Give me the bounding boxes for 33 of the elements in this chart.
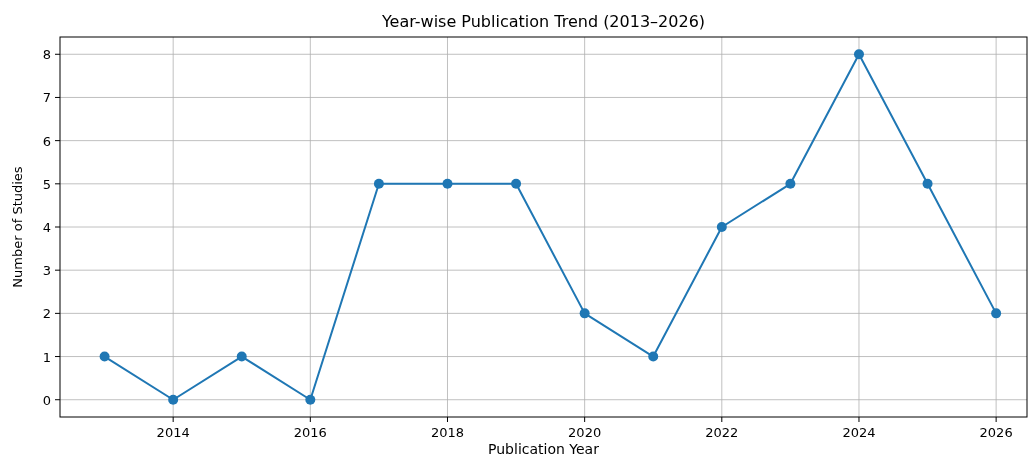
point [373, 178, 384, 189]
y-axis-title: Number of Studies [10, 166, 25, 288]
y-tick-label: 8 [42, 47, 51, 63]
y-tick-label: 4 [42, 220, 51, 235]
y-tick-label: 6 [42, 133, 51, 149]
point [236, 351, 247, 362]
point [168, 394, 179, 405]
point [922, 178, 933, 189]
y-tick-label: 7 [42, 90, 51, 106]
point [305, 394, 316, 405]
x-tick-label: 2022 [705, 425, 739, 440]
y-tick-label: 5 [42, 176, 51, 192]
x-tick-label: 2024 [842, 425, 876, 440]
chart-title: Year-wise Publication Trend (2013–2026) [380, 12, 706, 31]
point [785, 178, 796, 189]
point [648, 351, 659, 362]
x-tick-label: 2014 [156, 425, 190, 440]
y-tick-label: 0 [42, 392, 51, 408]
point [579, 308, 590, 319]
x-tick-label: 2020 [568, 425, 602, 440]
y-tick-label: 3 [42, 263, 51, 279]
x-tick-label: 2016 [293, 425, 327, 440]
point [442, 178, 453, 189]
y-tick-label: 1 [42, 349, 51, 365]
point [991, 308, 1002, 319]
x-axis-title: Publication Year [488, 441, 600, 457]
x-tick-label: 2018 [430, 425, 465, 440]
x-tick-label: 2026 [979, 425, 1013, 440]
point [511, 178, 522, 189]
y-tick-label: 2 [42, 306, 51, 322]
point [853, 49, 864, 60]
point [716, 222, 727, 232]
point [99, 351, 110, 362]
